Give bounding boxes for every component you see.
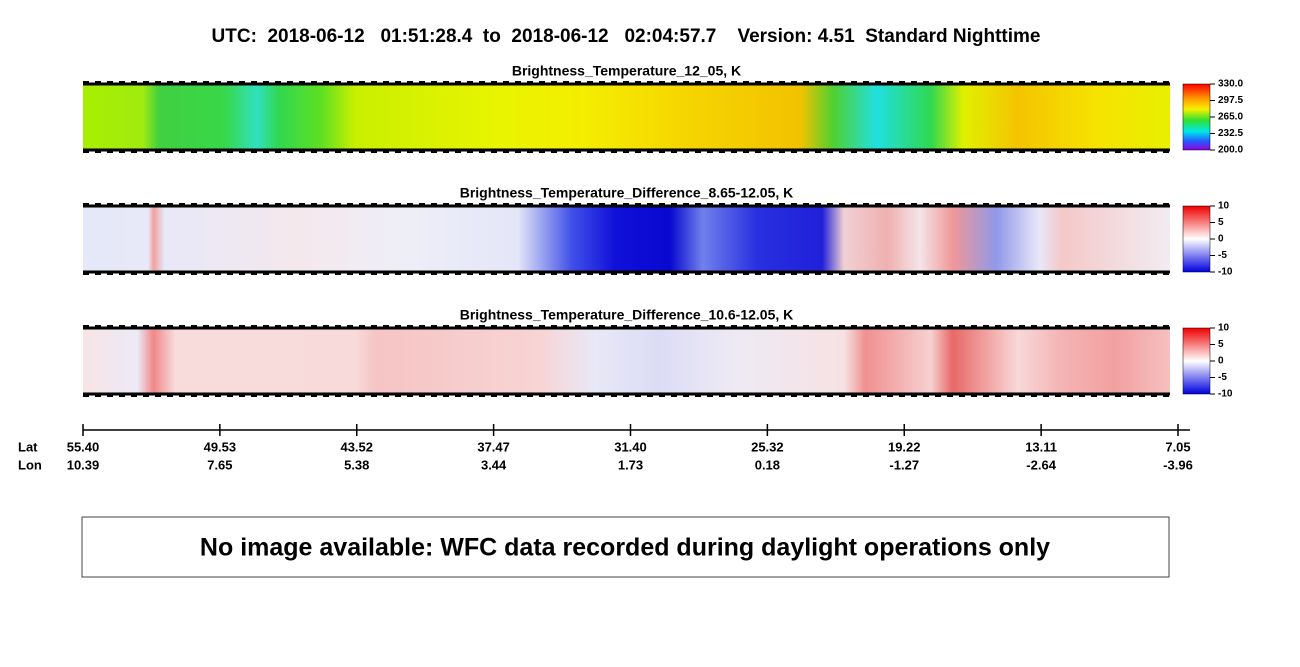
- colorbar-tick-label: 5: [1218, 339, 1224, 350]
- lat-tick-label: 43.52: [340, 439, 373, 454]
- colorbar-tick-label: 10: [1218, 323, 1230, 334]
- colorbar-tick-label: 10: [1218, 201, 1230, 212]
- panel: Brightness_Temperature_Difference_10.6-1…: [83, 307, 1233, 400]
- lat-tick-label: 25.32: [751, 439, 784, 454]
- page-title: UTC: 2018-06-12 01:51:28.4 to 2018-06-12…: [212, 26, 1041, 47]
- colorbar-tick-label: 232.5: [1218, 128, 1243, 139]
- colorbar: [1182, 83, 1211, 151]
- lat-label: Lat: [18, 439, 38, 454]
- colorbar-tick-label: 200.0: [1218, 145, 1243, 156]
- colorbar-tick-label: -5: [1218, 250, 1227, 261]
- colorbar-tick-label: 265.0: [1218, 112, 1243, 123]
- colorbar-tick-label: -10: [1218, 389, 1233, 400]
- image-strip: [83, 328, 1170, 394]
- lat-tick-label: 37.47: [477, 439, 510, 454]
- lon-tick-label: 7.65: [207, 457, 232, 472]
- colorbar: [1182, 327, 1211, 395]
- lon-tick-label: 1.73: [618, 457, 643, 472]
- colorbar-tick-label: -5: [1218, 372, 1227, 383]
- panel: Brightness_Temperature_12_05, K 330.0 297.…: [83, 63, 1243, 156]
- lon-tick-label: -1.27: [889, 457, 919, 472]
- lon-tick-label: 5.38: [344, 457, 369, 472]
- image-strip: [83, 84, 1170, 150]
- colorbar-tick-label: 0: [1218, 234, 1224, 245]
- lat-tick-label: 31.40: [614, 439, 647, 454]
- colorbar-tick-label: 330.0: [1218, 79, 1243, 90]
- lat-tick-label: 13.11: [1025, 439, 1057, 454]
- lat-tick-label: 55.40: [67, 439, 100, 454]
- lon-label: Lon: [18, 457, 42, 472]
- lon-tick-label: -3.96: [1163, 457, 1193, 472]
- lat-tick-label: 19.22: [888, 439, 921, 454]
- lon-tick-label: 0.18: [755, 457, 780, 472]
- lat-lon-axis: Lat Lon 55.40 10.39 49.53 7.65 43.52 5.38 37.4…: [18, 424, 1193, 472]
- lon-tick-label: 3.44: [481, 457, 507, 472]
- message-box: [81, 516, 1170, 578]
- panel-title: Brightness_Temperature_12_05, K: [512, 63, 741, 79]
- colorbar-tick-label: 5: [1218, 217, 1224, 228]
- colorbar: [1182, 205, 1211, 273]
- colorbar-tick-label: 297.5: [1218, 95, 1243, 106]
- colorbar-tick-label: 0: [1218, 356, 1224, 367]
- colorbar-tick-label: -10: [1218, 267, 1233, 278]
- lon-tick-label: -2.64: [1026, 457, 1056, 472]
- lat-tick-label: 7.05: [1165, 439, 1190, 454]
- lat-tick-label: 49.53: [204, 439, 237, 454]
- image-strip: [83, 206, 1170, 272]
- panel-title: Brightness_Temperature_Difference_8.65-1…: [460, 185, 794, 201]
- lon-tick-label: 10.39: [67, 457, 100, 472]
- panel-title: Brightness_Temperature_Difference_10.6-1…: [460, 307, 794, 323]
- message: No image available: WFC data recorded du…: [200, 534, 1050, 562]
- panels: Brightness_Temperature_12_05, K 330.0 297.…: [83, 63, 1243, 400]
- panel: Brightness_Temperature_Difference_8.65-1…: [83, 185, 1233, 278]
